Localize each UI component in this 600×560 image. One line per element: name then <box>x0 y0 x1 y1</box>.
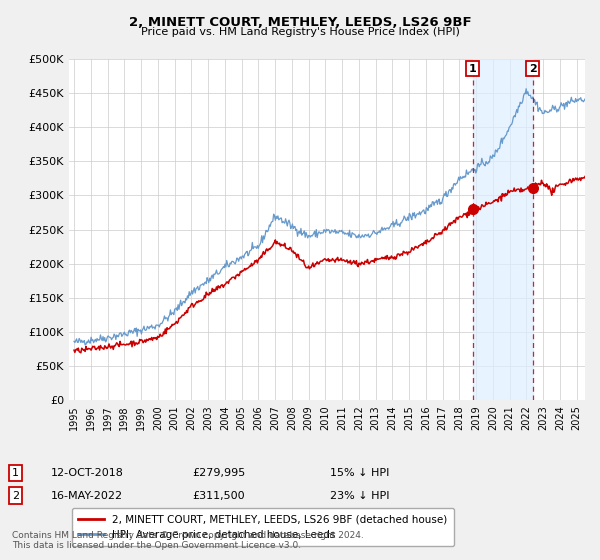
Text: 2: 2 <box>12 491 19 501</box>
Text: £311,500: £311,500 <box>192 491 245 501</box>
Text: 12-OCT-2018: 12-OCT-2018 <box>51 468 124 478</box>
Text: 2: 2 <box>529 64 536 73</box>
Text: 2, MINETT COURT, METHLEY, LEEDS, LS26 9BF: 2, MINETT COURT, METHLEY, LEEDS, LS26 9B… <box>128 16 472 29</box>
Text: Price paid vs. HM Land Registry's House Price Index (HPI): Price paid vs. HM Land Registry's House … <box>140 27 460 37</box>
Text: 1: 1 <box>469 64 476 73</box>
Text: 16-MAY-2022: 16-MAY-2022 <box>51 491 123 501</box>
Bar <box>473 59 533 400</box>
Text: 23% ↓ HPI: 23% ↓ HPI <box>330 491 389 501</box>
Legend: 2, MINETT COURT, METHLEY, LEEDS, LS26 9BF (detached house), HPI: Average price, : 2, MINETT COURT, METHLEY, LEEDS, LS26 9B… <box>71 508 454 546</box>
Text: Contains HM Land Registry data © Crown copyright and database right 2024.
This d: Contains HM Land Registry data © Crown c… <box>12 530 364 550</box>
Text: 15% ↓ HPI: 15% ↓ HPI <box>330 468 389 478</box>
Text: £279,995: £279,995 <box>192 468 245 478</box>
Text: 1: 1 <box>12 468 19 478</box>
